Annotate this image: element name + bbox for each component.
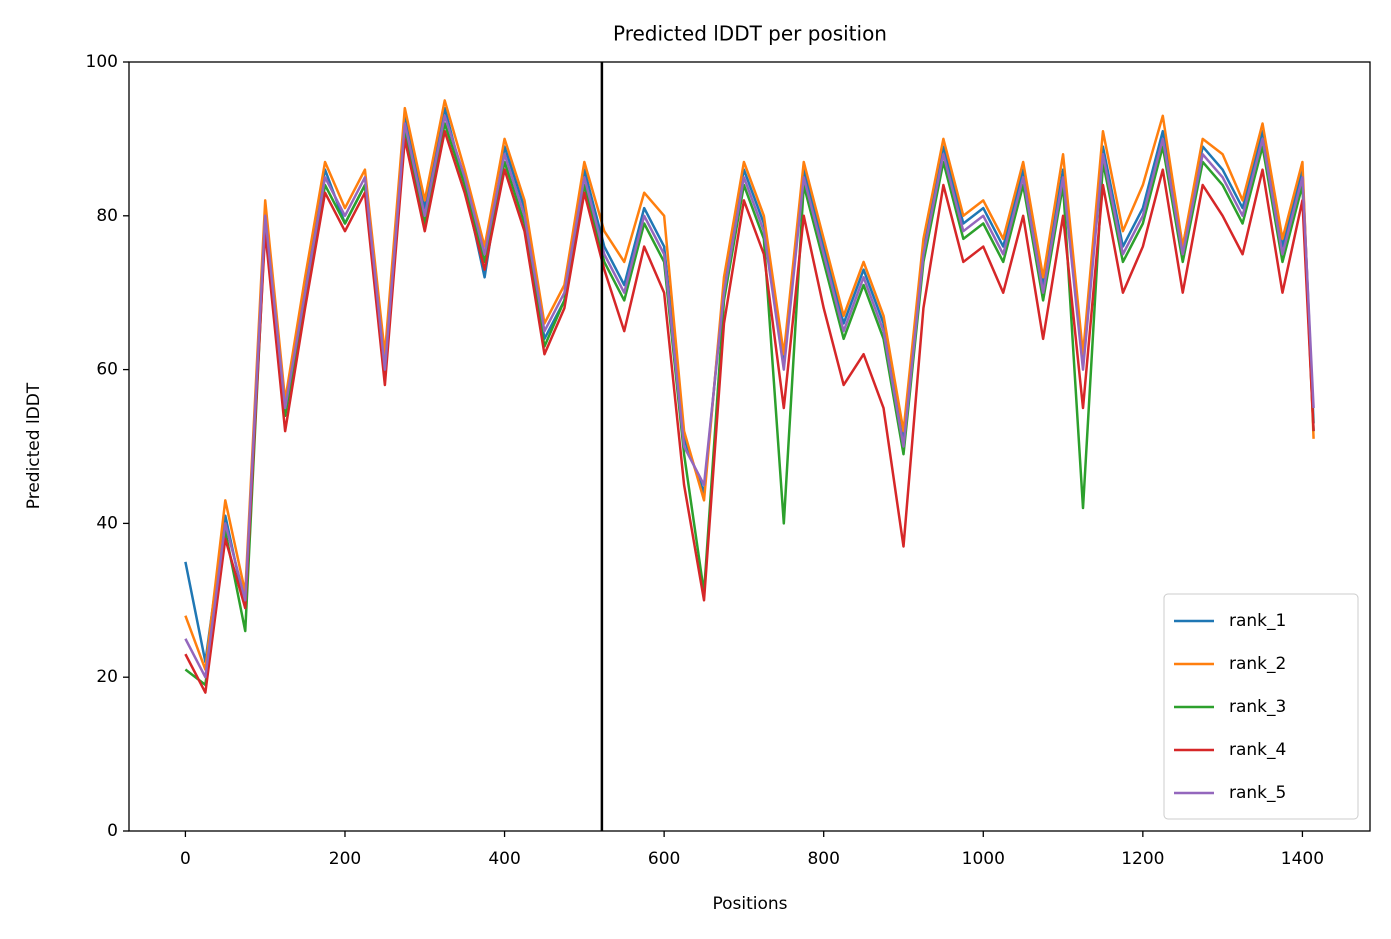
plot-frame (128, 61, 1371, 832)
legend-label: rank_1 (1229, 611, 1286, 631)
y-tick-label: 20 (96, 667, 118, 687)
series-line (184, 129, 1315, 694)
legend-box (1163, 593, 1359, 820)
legend-label: rank_2 (1229, 654, 1286, 674)
series-line (184, 114, 1315, 679)
x-tick-label: 1000 (962, 849, 1005, 869)
x-axis-label: Positions (712, 894, 787, 914)
x-tick-label: 1400 (1281, 849, 1324, 869)
y-axis-label: Predicted lDDT (24, 382, 44, 509)
chart-title: Predicted lDDT per position (613, 22, 887, 46)
x-tick-label: 1200 (1121, 849, 1164, 869)
y-tick-label: 40 (96, 513, 118, 533)
x-tick-label: 200 (329, 849, 361, 869)
x-tick-label: 0 (180, 849, 191, 869)
legend-label: rank_4 (1229, 740, 1286, 760)
legend-label: rank_5 (1229, 783, 1286, 803)
x-tick-label: 600 (648, 849, 680, 869)
x-tick-label: 800 (807, 849, 839, 869)
y-tick-label: 0 (107, 821, 118, 841)
y-tick-label: 80 (96, 206, 118, 226)
y-tick-label: 60 (96, 360, 118, 380)
y-tick-label: 100 (86, 52, 118, 72)
legend-label: rank_3 (1229, 697, 1286, 717)
x-tick-label: 400 (488, 849, 520, 869)
